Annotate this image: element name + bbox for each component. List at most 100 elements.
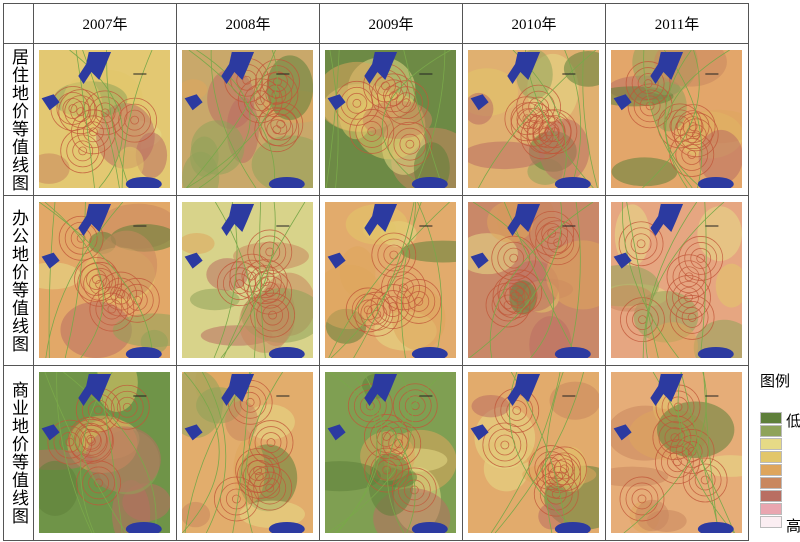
- map-shape: [413, 50, 446, 188]
- map-shape: [220, 202, 276, 358]
- map-shape: [623, 372, 707, 533]
- map-shape: [239, 293, 292, 353]
- map-shape: [677, 372, 735, 533]
- map-shape: [74, 422, 107, 456]
- map-shape: [265, 483, 275, 493]
- map-shape: [112, 313, 170, 348]
- map-shape: [381, 50, 451, 188]
- map-shape: [682, 457, 728, 503]
- map-shape: [643, 50, 693, 188]
- map-shape: [700, 475, 710, 485]
- map-shape: [248, 420, 294, 465]
- map-shape: [245, 397, 255, 407]
- map-shape: [110, 283, 131, 305]
- map-shape: [676, 110, 710, 144]
- map-shape: [382, 427, 416, 460]
- map-shape: [325, 264, 383, 330]
- map-shape: [528, 96, 550, 118]
- map-shape: [327, 372, 413, 533]
- map-shape: [503, 300, 513, 310]
- map-shape: [39, 202, 154, 358]
- map-shape: [545, 240, 599, 310]
- map-shape: [507, 204, 541, 236]
- map-shape: [346, 92, 368, 114]
- legend-swatch: [760, 425, 782, 437]
- map-shape: [554, 177, 591, 188]
- map-shape: [382, 296, 404, 317]
- map-shape: [364, 52, 398, 84]
- map-shape: [554, 458, 575, 480]
- map-shape: [400, 202, 422, 358]
- map-shape: [399, 133, 421, 155]
- map-shape: [650, 204, 684, 236]
- map-shape: [88, 472, 110, 494]
- map-shape: [370, 420, 403, 453]
- map-shape: [351, 293, 385, 327]
- map-shape: [247, 269, 293, 315]
- map-shape: [417, 202, 443, 358]
- map-shape: [110, 390, 144, 424]
- map-shape: [78, 374, 112, 406]
- map-shape: [568, 202, 581, 358]
- map-shape: [509, 253, 519, 263]
- map-shape: [328, 202, 450, 358]
- map-shape: [60, 301, 132, 358]
- map-shape: [363, 305, 373, 315]
- map-shape: [403, 50, 444, 188]
- map-shape: [215, 202, 256, 358]
- map-shape: [469, 202, 563, 358]
- map-shape: [611, 285, 654, 312]
- map-shape: [482, 422, 528, 468]
- map-shape: [691, 130, 701, 140]
- map-shape: [268, 310, 277, 320]
- map-shape: [391, 467, 437, 513]
- map-shape: [399, 283, 408, 293]
- map-shape: [121, 50, 153, 188]
- map-shape: [364, 447, 410, 493]
- map-shape: [393, 127, 427, 161]
- map-shape: [642, 202, 698, 358]
- map-shape: [564, 50, 582, 188]
- map-shape: [414, 297, 424, 306]
- map-cell: [176, 43, 320, 196]
- map-shape: [542, 460, 576, 493]
- contour-map: [468, 202, 599, 358]
- map-cell: [462, 43, 606, 196]
- map-shape: [364, 374, 398, 406]
- map-shape: [106, 50, 130, 188]
- map-shape: [201, 372, 227, 533]
- map-shape: [44, 372, 127, 533]
- map-shape: [221, 204, 255, 236]
- map-shape: [184, 424, 203, 441]
- map-shape: [554, 347, 591, 358]
- map-shape: [703, 372, 719, 533]
- map-shape: [353, 202, 415, 358]
- map-shape: [250, 292, 295, 338]
- map-shape: [516, 108, 538, 130]
- map-shape: [184, 94, 203, 111]
- contour-map: [325, 202, 456, 358]
- map-shape: [116, 146, 144, 181]
- year-header: 2007年: [33, 3, 177, 44]
- map-shape: [544, 127, 554, 137]
- map-shape: [715, 263, 742, 308]
- map-shape: [684, 272, 694, 282]
- map-shape: [125, 522, 162, 533]
- map-shape: [622, 202, 679, 358]
- map-shape: [66, 134, 100, 168]
- map-shape: [39, 460, 79, 516]
- year-header: 2009年: [319, 3, 463, 44]
- map-shape: [72, 140, 94, 162]
- contour-map: [325, 372, 456, 533]
- map-shape: [684, 242, 718, 275]
- contour-map: [611, 372, 742, 533]
- map-cell: [462, 365, 606, 541]
- map-shape: [260, 432, 282, 453]
- map-shape: [529, 210, 575, 256]
- map-shape: [225, 400, 259, 442]
- map-shape: [232, 372, 250, 533]
- map-shape: [392, 383, 438, 429]
- map-shape: [59, 431, 81, 453]
- map-shape: [92, 275, 101, 284]
- map-shape: [89, 286, 135, 332]
